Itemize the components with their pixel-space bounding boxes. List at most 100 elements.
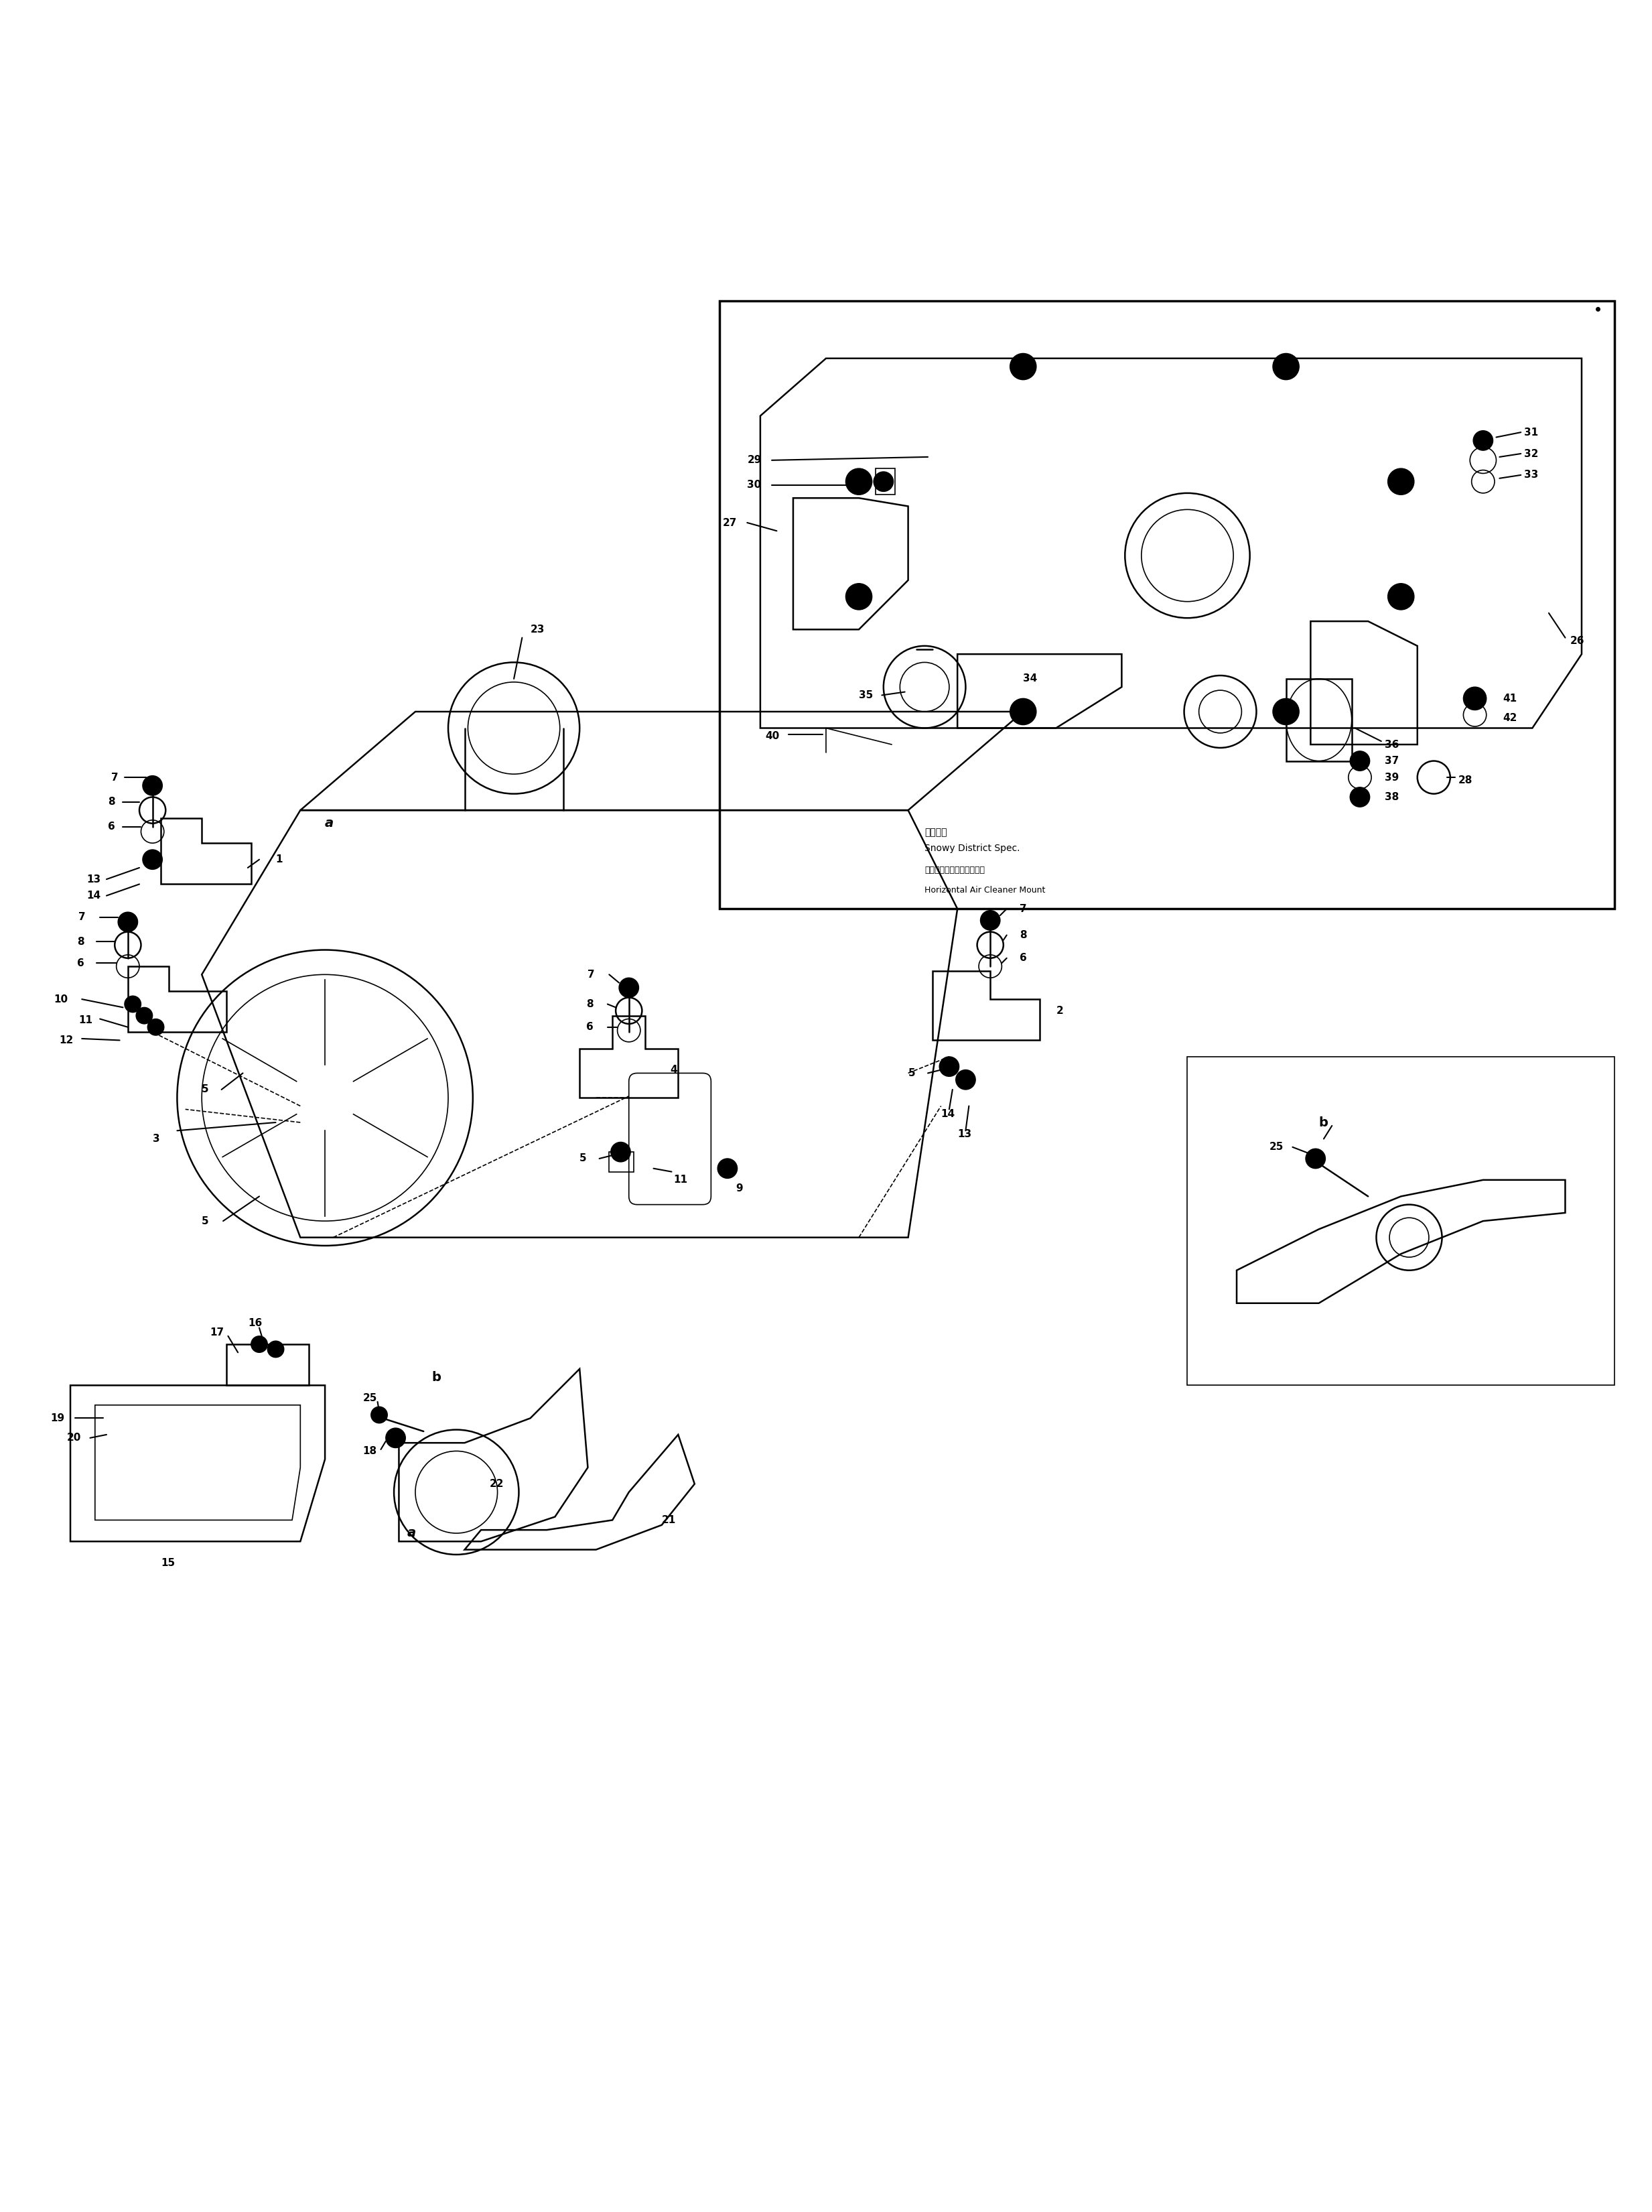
Text: 41: 41 — [1503, 695, 1517, 703]
Text: 5: 5 — [909, 1068, 915, 1077]
Text: b: b — [1318, 1117, 1328, 1128]
Circle shape — [1474, 431, 1493, 451]
Circle shape — [846, 469, 872, 495]
Text: 39: 39 — [1384, 772, 1399, 783]
Bar — [226, 1345, 309, 1385]
Text: 6: 6 — [1019, 953, 1028, 962]
Text: 17: 17 — [210, 1327, 225, 1338]
Text: 38: 38 — [1384, 792, 1399, 803]
Circle shape — [874, 471, 894, 491]
Text: 1: 1 — [276, 854, 282, 865]
Text: 35: 35 — [859, 690, 874, 701]
Text: 7: 7 — [79, 911, 86, 922]
Text: 6: 6 — [78, 958, 84, 969]
Text: b: b — [431, 1371, 441, 1382]
Text: 6: 6 — [107, 821, 116, 832]
Circle shape — [1009, 699, 1036, 726]
Circle shape — [717, 1159, 737, 1179]
Text: 8: 8 — [107, 796, 116, 807]
Circle shape — [1388, 584, 1414, 611]
Text: 7: 7 — [111, 772, 119, 783]
Text: 6: 6 — [586, 1022, 593, 1033]
Circle shape — [117, 911, 137, 931]
Text: a: a — [325, 816, 334, 829]
Text: 20: 20 — [68, 1433, 81, 1442]
Circle shape — [1388, 469, 1414, 495]
Text: 32: 32 — [1525, 449, 1538, 458]
Circle shape — [372, 1407, 388, 1422]
Circle shape — [957, 1071, 975, 1091]
Text: 11: 11 — [79, 1015, 93, 1026]
Text: 8: 8 — [586, 1000, 593, 1009]
Circle shape — [387, 1429, 405, 1449]
Circle shape — [940, 1057, 960, 1077]
Circle shape — [611, 1141, 631, 1161]
Circle shape — [147, 1020, 164, 1035]
Text: 14: 14 — [88, 891, 101, 900]
Circle shape — [1350, 787, 1370, 807]
Text: 15: 15 — [160, 1557, 175, 1568]
Text: 12: 12 — [59, 1035, 73, 1046]
Circle shape — [620, 978, 639, 998]
Text: 19: 19 — [51, 1413, 64, 1422]
Circle shape — [251, 1336, 268, 1352]
Text: 26: 26 — [1569, 637, 1584, 646]
Text: 7: 7 — [1019, 905, 1028, 914]
Text: 18: 18 — [363, 1447, 377, 1455]
Text: 5: 5 — [202, 1084, 208, 1095]
Circle shape — [1305, 1148, 1325, 1168]
Text: 25: 25 — [1269, 1141, 1284, 1152]
Text: 28: 28 — [1459, 776, 1472, 785]
Bar — [1188, 1057, 1614, 1385]
Text: 33: 33 — [1525, 469, 1538, 480]
Text: 11: 11 — [674, 1175, 687, 1186]
Circle shape — [124, 995, 140, 1013]
Circle shape — [1009, 354, 1036, 380]
Text: 22: 22 — [489, 1480, 504, 1489]
Text: 5: 5 — [580, 1152, 586, 1164]
Text: 21: 21 — [662, 1515, 676, 1524]
Circle shape — [142, 849, 162, 869]
Text: 8: 8 — [78, 936, 84, 947]
Text: 雪地仕様: 雪地仕様 — [925, 827, 947, 836]
Text: 27: 27 — [722, 518, 737, 529]
Text: 4: 4 — [671, 1064, 677, 1075]
Text: Horizontal Air Cleaner Mount: Horizontal Air Cleaner Mount — [925, 885, 1046, 894]
Text: 36: 36 — [1384, 739, 1399, 750]
Text: 横型エアクリーナマウント: 横型エアクリーナマウント — [925, 865, 985, 874]
Text: a: a — [406, 1526, 416, 1540]
Text: 16: 16 — [248, 1318, 263, 1327]
Circle shape — [1350, 752, 1370, 770]
Text: 31: 31 — [1525, 427, 1538, 438]
Text: 34: 34 — [1023, 675, 1037, 684]
Text: 8: 8 — [1019, 929, 1028, 940]
Text: 3: 3 — [152, 1135, 160, 1144]
Text: 14: 14 — [942, 1108, 955, 1119]
Circle shape — [1464, 688, 1487, 710]
Circle shape — [142, 776, 162, 796]
Text: 7: 7 — [588, 969, 595, 980]
Text: 23: 23 — [530, 624, 545, 635]
Circle shape — [1272, 699, 1298, 726]
Text: 40: 40 — [765, 732, 780, 741]
Text: 13: 13 — [958, 1128, 971, 1139]
Text: 37: 37 — [1384, 757, 1399, 765]
Bar — [719, 301, 1614, 909]
Text: Snowy District Spec.: Snowy District Spec. — [925, 845, 1019, 854]
Circle shape — [268, 1340, 284, 1358]
Text: 29: 29 — [747, 456, 762, 465]
Circle shape — [135, 1006, 152, 1024]
Text: 13: 13 — [88, 874, 101, 885]
Bar — [610, 1152, 634, 1172]
Circle shape — [846, 584, 872, 611]
Circle shape — [1272, 354, 1298, 380]
Text: 5: 5 — [202, 1217, 208, 1225]
Text: 25: 25 — [363, 1394, 377, 1402]
Text: 10: 10 — [55, 993, 68, 1004]
Bar — [876, 469, 895, 495]
Text: 2: 2 — [1056, 1006, 1064, 1015]
Circle shape — [980, 911, 999, 931]
Text: 30: 30 — [747, 480, 762, 489]
Text: 42: 42 — [1503, 712, 1517, 723]
Text: 9: 9 — [735, 1183, 743, 1192]
